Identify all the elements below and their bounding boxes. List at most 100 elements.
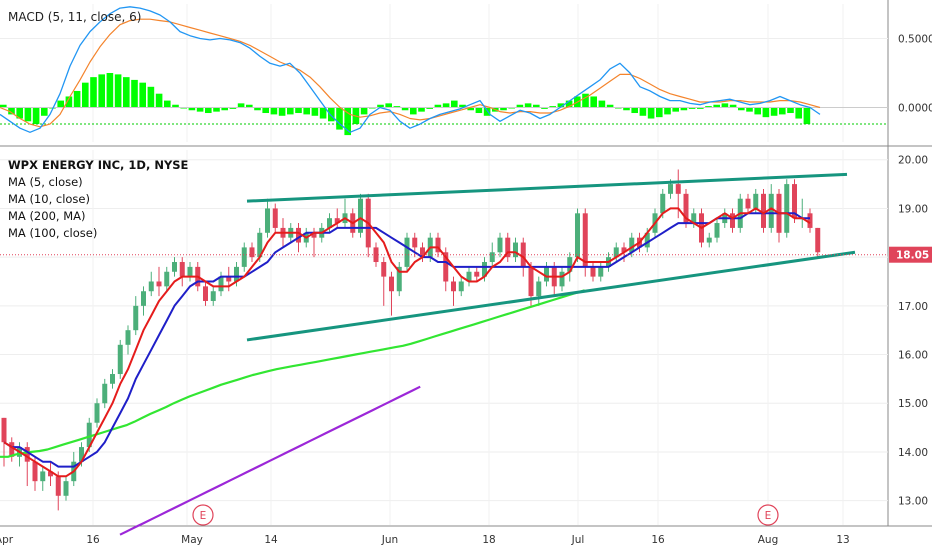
candle-body (520, 242, 526, 267)
price-axis-tick-label: 14.00 (898, 447, 928, 459)
macd-histogram-bar (762, 107, 770, 118)
macd-histogram-bar (475, 107, 483, 114)
candle-body (203, 286, 208, 301)
macd-histogram-bar (114, 74, 122, 108)
earnings-event-marker (757, 504, 779, 526)
time-axis-tick-label: May (181, 534, 203, 546)
macd-histogram-bar (319, 107, 327, 119)
price-axis-tick-label: 16.00 (898, 350, 928, 362)
candle-body (187, 266, 193, 277)
trendlines (0, 172, 888, 342)
price-axis[interactable]: 0.50000.000020.0019.0018.0017.0016.0015.… (889, 34, 932, 508)
candle-body (768, 193, 774, 228)
macd-histogram-bar (672, 107, 679, 112)
candle-body (761, 193, 766, 228)
macd-histogram-bar (754, 107, 761, 115)
price-axis-tick-label: 15.00 (898, 398, 928, 410)
macd-histogram-bar (188, 107, 196, 111)
macd-axis-tick-label: 0.5000 (898, 34, 932, 46)
macd-histogram-bar (98, 74, 105, 108)
price-axis-tick-label: 13.00 (898, 496, 928, 508)
candle-body (745, 198, 751, 209)
macd-histogram-bar (516, 104, 524, 108)
candle-body (389, 276, 394, 292)
macd-histogram-bar (196, 107, 204, 112)
macd-histogram-bar (721, 103, 729, 108)
macd-histogram-bar (336, 107, 343, 130)
macd-histogram-bar (155, 93, 163, 108)
candle-body (753, 193, 759, 209)
candle-body (691, 213, 697, 224)
macd-histogram-bar (385, 103, 392, 108)
macd-histogram-bar (582, 93, 589, 108)
legend-ma5: MA (5, close) (8, 175, 83, 189)
macd-lines (0, 6, 888, 133)
time-axis-tick-label: Jun (381, 534, 398, 546)
candle-body (505, 237, 511, 258)
candle-body (435, 237, 441, 253)
time-axis[interactable]: Apr 16 May 14 Jun 18 Jul 16 Aug 13 (0, 534, 850, 546)
macd-histogram-bar (705, 106, 712, 108)
macd-histogram-bar (278, 107, 286, 116)
time-axis-tick-label: Aug (758, 534, 779, 546)
candle-body (164, 271, 170, 287)
macd-histogram-bar (451, 100, 458, 108)
candle-body (613, 247, 619, 258)
time-axis-tick-label: 14 (264, 534, 278, 546)
candle-body (559, 271, 565, 287)
candle-body (1, 417, 7, 443)
candle-body (458, 281, 464, 292)
candle-body (807, 213, 813, 228)
candle-body (536, 281, 542, 297)
candle-body (226, 276, 232, 282)
price-axis-tick-label: 20.00 (898, 155, 928, 167)
macd-histogram-bar (656, 107, 663, 118)
ma100-line (119, 385, 421, 536)
macd-main-line (0, 6, 821, 133)
macd-histogram-bar (139, 82, 146, 108)
macd-histogram-bar (8, 107, 15, 115)
macd-histogram-bar (639, 107, 647, 116)
macd-histogram-bar (713, 104, 720, 108)
ma10-line (3, 212, 810, 468)
macd-histogram-bar (57, 100, 64, 108)
macd-histogram-bar (688, 107, 696, 109)
price-axis-tick-label: 17.00 (898, 301, 928, 313)
time-axis-tick-label: 16 (651, 534, 665, 546)
legend-ma10: MA (10, close) (8, 192, 90, 206)
candle-body (683, 193, 689, 224)
candle-body (706, 237, 712, 243)
macd-histogram-bar (16, 107, 23, 119)
macd-histogram-bar (24, 107, 32, 122)
candle-body (241, 247, 247, 267)
candle-body (528, 266, 534, 297)
macd-histogram-bar (565, 100, 573, 108)
macd-histogram-bar (680, 107, 688, 111)
macd-histogram-bar (647, 107, 655, 119)
candle-body (644, 232, 650, 248)
macd-histogram-bar (237, 103, 245, 108)
candle-body (48, 471, 53, 477)
earnings-event-label: E (200, 510, 207, 522)
time-axis-tick-label: 16 (86, 534, 100, 546)
macd-histogram-bar (426, 107, 433, 109)
candle-body (381, 262, 387, 277)
candle-body (489, 252, 495, 263)
macd-histogram-bar (41, 107, 48, 116)
candle-body (358, 198, 363, 233)
macd-histogram-bar (295, 107, 302, 114)
candle-body (404, 237, 410, 267)
macd-histogram-bar (779, 107, 786, 115)
macd-histogram-bar (0, 104, 7, 108)
moving-average-lines (0, 207, 811, 536)
macd-histogram-bar (467, 107, 474, 111)
last-price-badge (889, 246, 932, 263)
macd-histogram-bar (483, 107, 491, 116)
candle-body (234, 266, 239, 282)
candle-body (451, 281, 456, 292)
macd-histogram-bar (229, 107, 237, 109)
macd-histogram-bar (328, 107, 335, 122)
macd-histogram-bar (270, 107, 278, 115)
macd-histogram-bar (738, 107, 745, 111)
